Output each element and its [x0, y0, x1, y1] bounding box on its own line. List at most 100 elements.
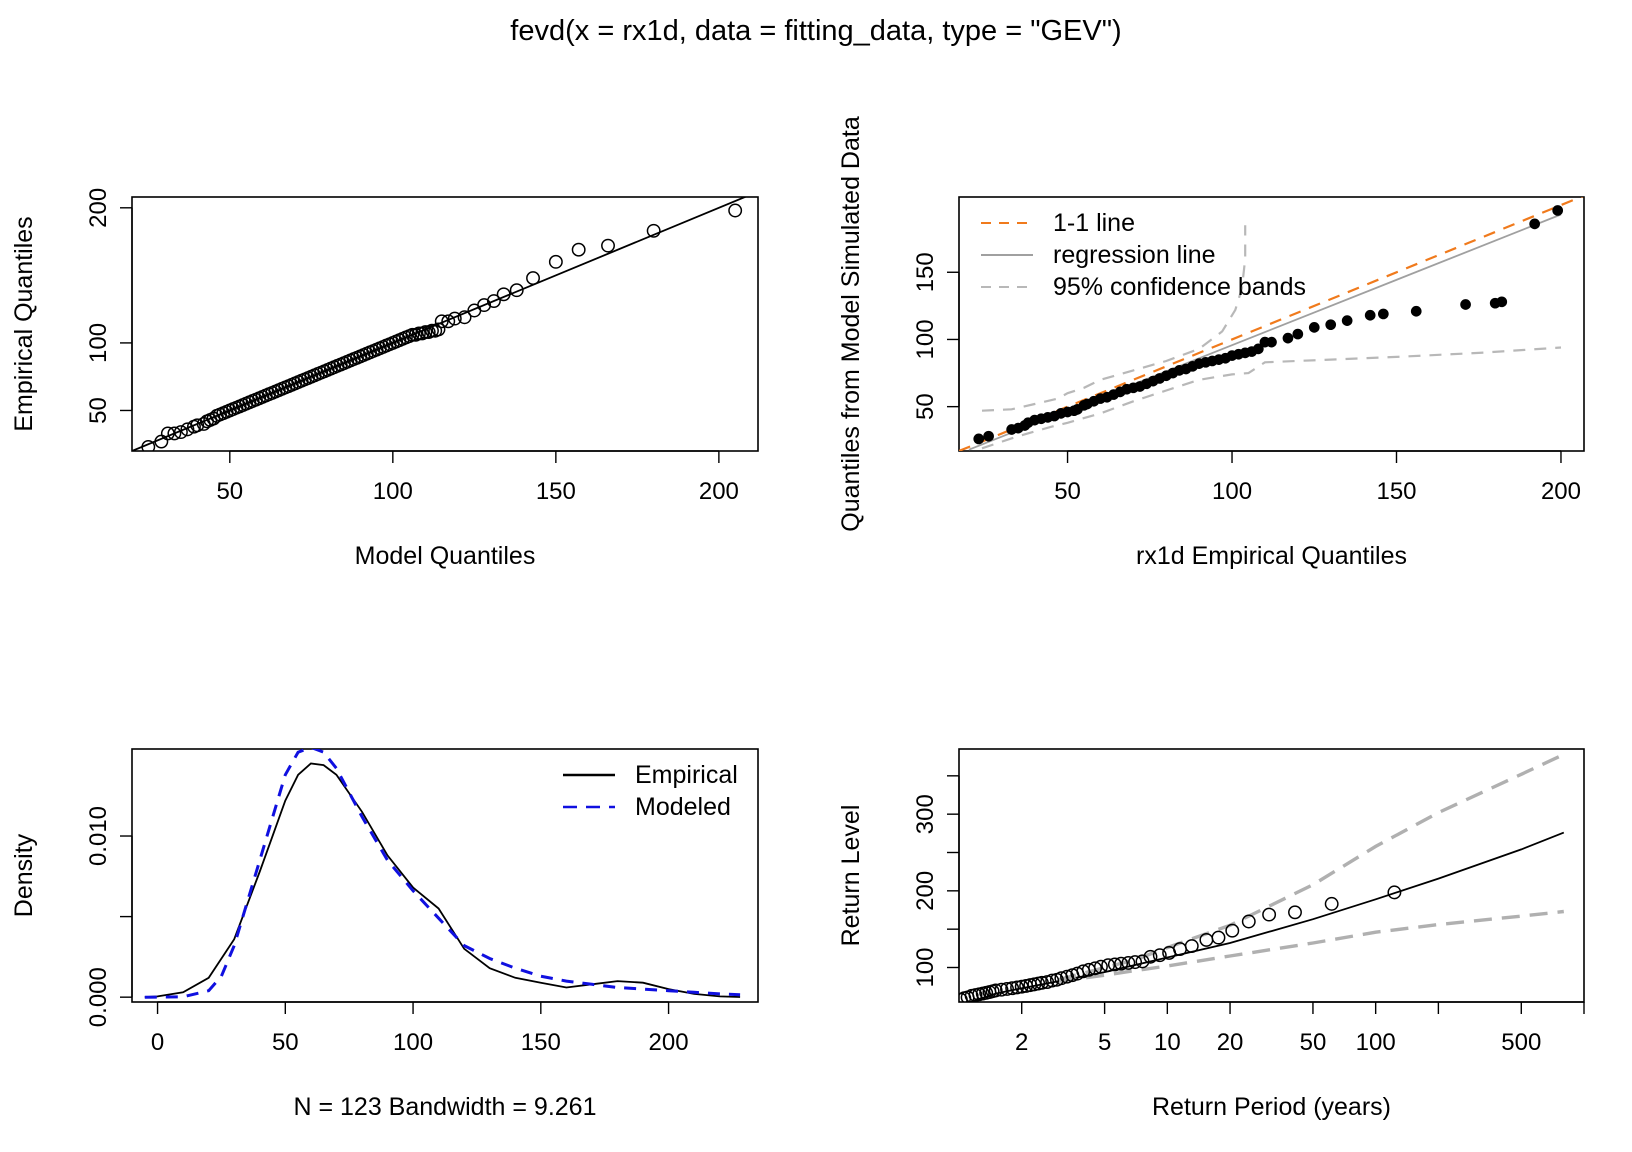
data-point [1364, 309, 1376, 321]
data-point [1552, 205, 1564, 216]
data-point [173, 425, 188, 440]
estimate-line [967, 831, 1565, 1002]
data-point [994, 982, 1009, 997]
panel-qq-simulated: 50 100 150 200 50 100 150 rx1d Empirical Quanti… [837, 116, 1585, 570]
y-axis: 50 100 150 [912, 252, 960, 420]
x-tick-label: 150 [536, 478, 576, 505]
x-tick-label: 100 [373, 478, 413, 505]
panel-density: 0 50 100 150 200 0.000 0.010 N = 123 Bandwidth … [10, 748, 759, 1121]
data-point [1010, 980, 1025, 995]
data-point [457, 310, 472, 325]
data-point [1377, 308, 1389, 320]
legend-label: 95% confidence bands [1053, 273, 1306, 301]
data-point [1282, 332, 1294, 344]
lower-line [1058, 909, 1564, 983]
data-point [601, 238, 615, 253]
y-tick-label: 300 [912, 794, 939, 834]
x-tick-label: 20 [1217, 1029, 1244, 1056]
y-axis-label: Empirical Quantiles [10, 216, 38, 431]
legend-label: Modeled [635, 793, 731, 821]
data-point [1308, 322, 1320, 333]
data-point [1529, 218, 1541, 230]
x-tick-label: 500 [1501, 1029, 1541, 1056]
y-axis: 50 100 200 [85, 188, 133, 424]
data-point [141, 439, 156, 451]
data-point [1128, 955, 1143, 970]
data-point [988, 983, 1003, 998]
x-axis-label: Return Period (years) [1152, 1093, 1391, 1121]
data-point [1262, 907, 1277, 922]
x-tick-label: 50 [272, 1029, 299, 1056]
data-point [1121, 955, 1136, 970]
data-point [418, 325, 433, 340]
plot-area [144, 749, 741, 999]
x-tick-label: 100 [1356, 1029, 1396, 1056]
data-point [526, 271, 540, 286]
y-tick-label: 100 [912, 319, 939, 359]
upper-line [1057, 752, 1565, 982]
data-point [1496, 296, 1508, 308]
plot-frame [958, 748, 1585, 1003]
x-axis: 50 100 150 200 [216, 450, 739, 505]
data-point [411, 326, 426, 341]
data-point [1288, 905, 1302, 920]
data-point [486, 294, 501, 308]
data-point [1034, 975, 1049, 990]
y-axis-label: Quantiles from Model Simulated Data [837, 116, 865, 532]
plot-area [959, 752, 1565, 1002]
data-point [477, 298, 492, 313]
modeled-line [144, 749, 741, 999]
x-axis: 50 100 150 200 [1054, 450, 1581, 505]
data-point [405, 327, 420, 342]
data-point [1093, 959, 1108, 974]
x-axis: 2 5 10 20 50 100 500 [1015, 1001, 1585, 1056]
plot-area [959, 197, 1584, 451]
x-tick-label: 200 [699, 478, 739, 505]
legend-label: 1-1 line [1053, 209, 1135, 237]
data-point [1241, 914, 1256, 929]
data-point [1341, 315, 1353, 326]
data-point [1460, 299, 1471, 310]
data-point [190, 418, 205, 433]
x-tick-label: 50 [216, 478, 243, 505]
x-tick-label: 200 [1541, 478, 1581, 505]
data-point [496, 287, 511, 302]
y-tick-label: 50 [85, 397, 112, 424]
figure-title: fevd(x = rx1d, data = fitting_data, type… [510, 15, 1121, 47]
y-tick-label: 200 [85, 188, 112, 228]
data-point [973, 433, 985, 445]
data-point [1324, 896, 1339, 911]
panel-qq-model: 50 100 150 200 50 100 200 Model Quantiles Empiri… [10, 188, 759, 570]
x-tick-label: 100 [393, 1029, 433, 1056]
y-tick-label: 200 [912, 871, 939, 911]
x-tick-label: 2 [1015, 1029, 1028, 1056]
y-axis-label: Density [10, 833, 38, 917]
data-point [447, 311, 462, 326]
data-point [160, 426, 175, 441]
x-axis-label: rx1d Empirical Quantiles [1136, 542, 1407, 570]
data-point [425, 323, 439, 338]
data-point [1225, 923, 1240, 938]
data-point [1143, 949, 1158, 964]
x-tick-label: 50 [1054, 478, 1081, 505]
y-axis-label: Return Level [837, 805, 865, 947]
x-tick-label: 150 [1376, 478, 1416, 505]
data-point [180, 422, 195, 437]
y-axis: 100 200 300 [912, 775, 960, 988]
x-axis-label: Model Quantiles [355, 542, 536, 570]
x-tick-label: 100 [1212, 478, 1252, 505]
data-point [548, 254, 563, 269]
data-point [571, 242, 586, 257]
data-point [1266, 336, 1277, 348]
x-tick-label: 5 [1098, 1029, 1111, 1056]
legend: Empirical Modeled [563, 761, 738, 821]
data-point [1107, 957, 1122, 972]
data-point [1292, 328, 1304, 340]
legend-label: regression line [1053, 241, 1216, 269]
y-tick-label: 150 [912, 252, 939, 292]
data-point [1387, 885, 1402, 900]
data-point [728, 203, 743, 218]
y-tick-label: 100 [85, 323, 112, 363]
reference-line-1-1 [132, 197, 748, 451]
x-axis-label: N = 123 Bandwidth = 9.261 [293, 1093, 596, 1121]
